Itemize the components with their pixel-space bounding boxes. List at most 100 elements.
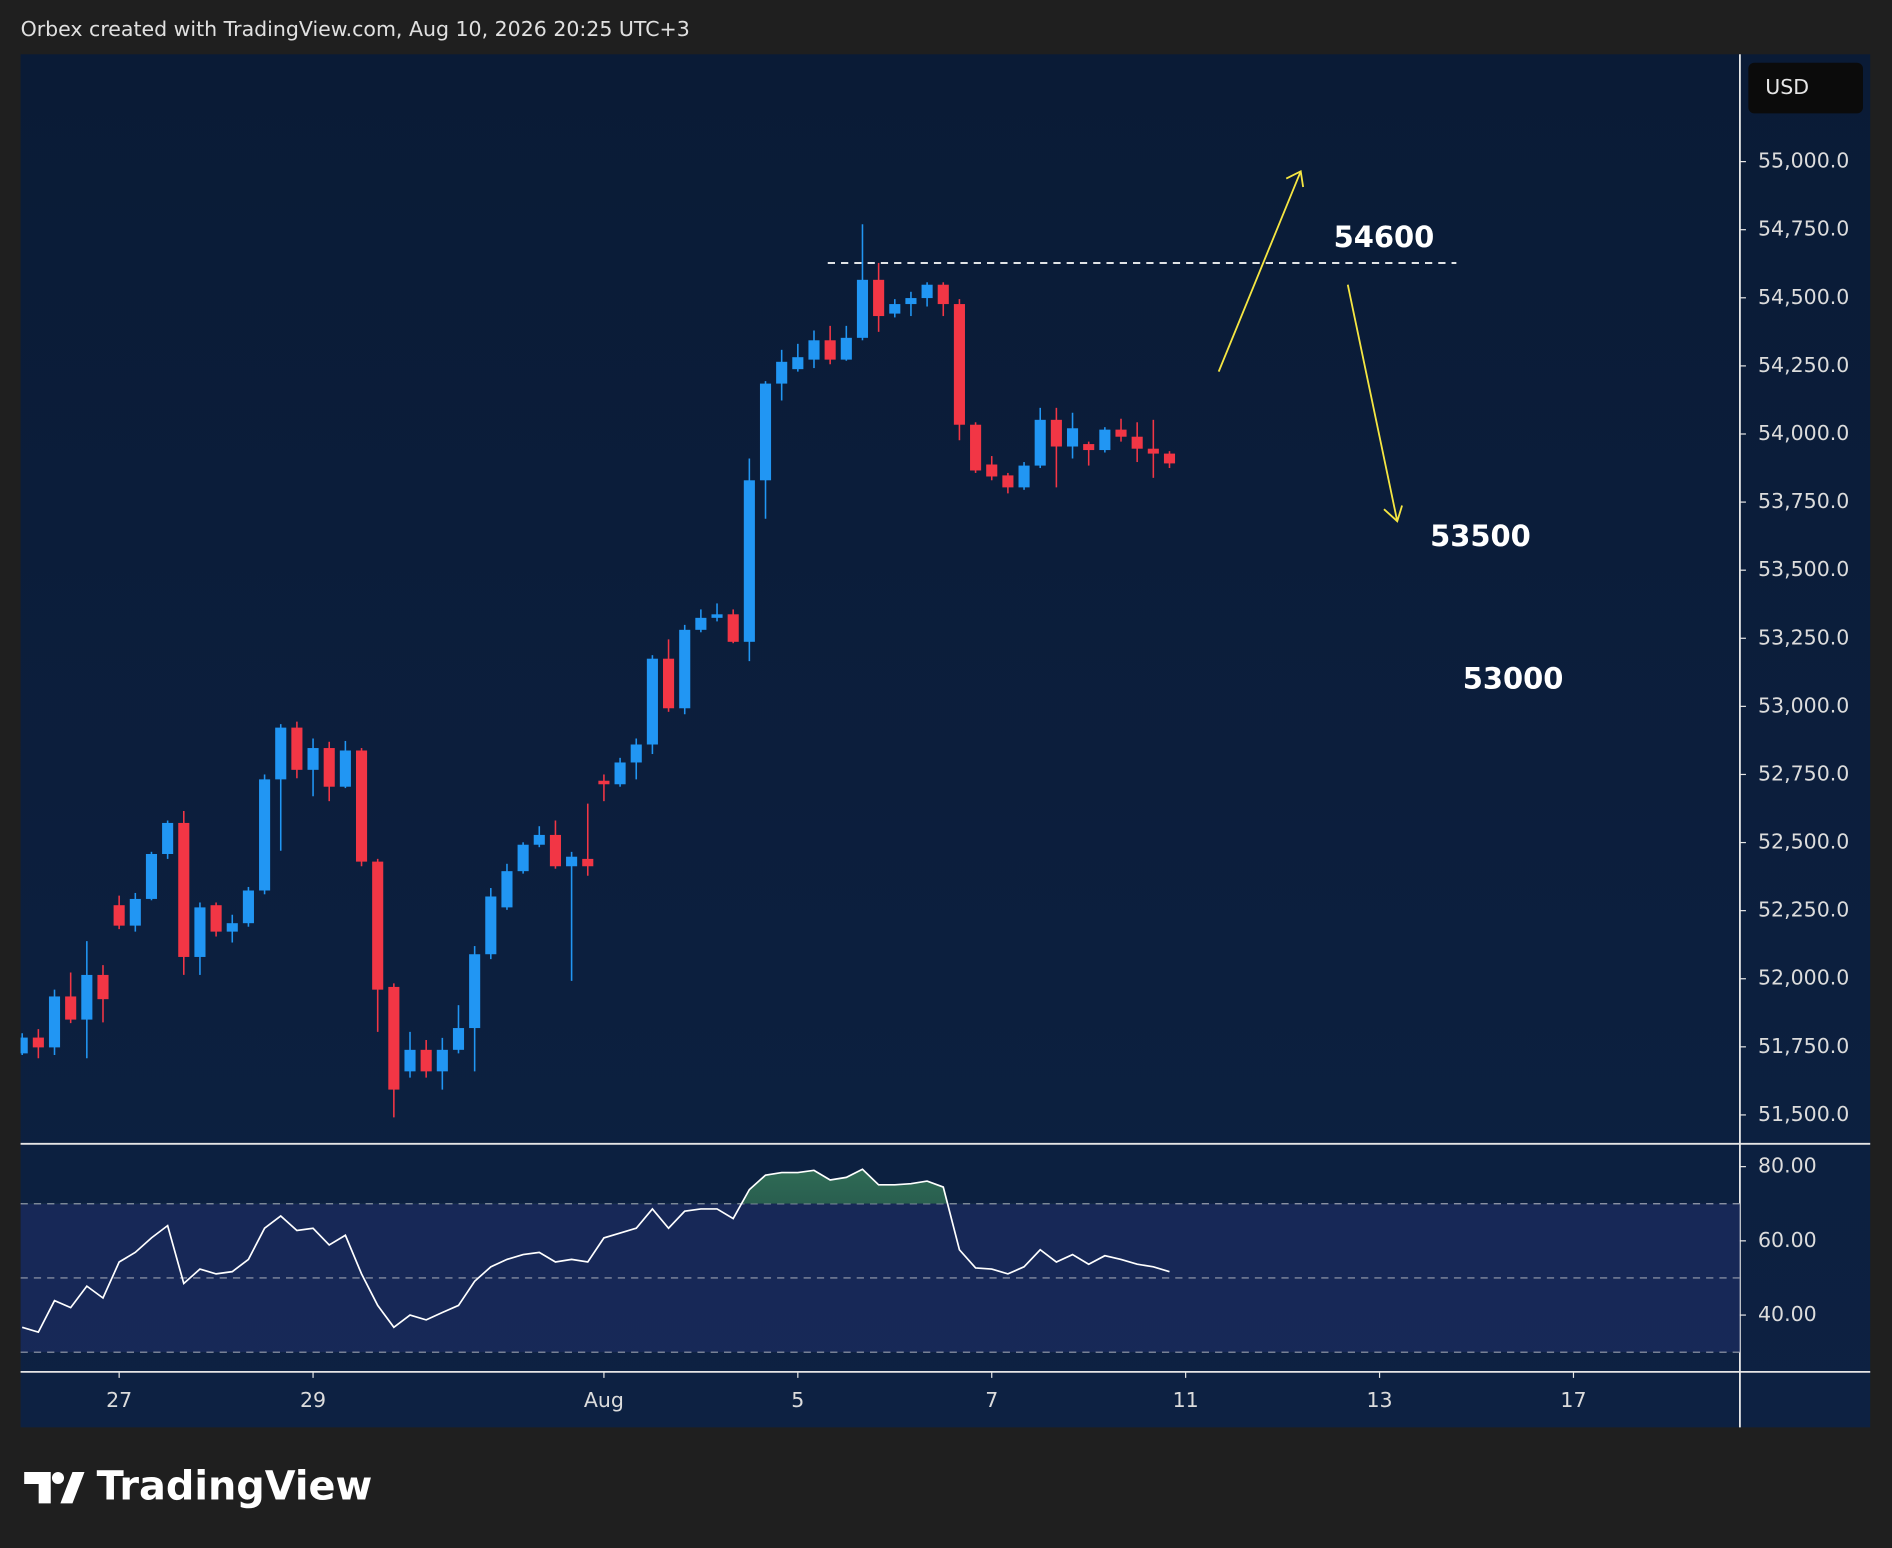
candle-body	[1083, 444, 1095, 451]
candle-body	[81, 974, 93, 1020]
y-tick-label: 51,750.0	[1758, 1034, 1849, 1058]
y-tick-label: 40.00	[1758, 1302, 1817, 1326]
candle-body	[549, 834, 561, 867]
y-tick-label: 53,250.0	[1758, 625, 1849, 649]
y-tick-label: 53,500.0	[1758, 557, 1849, 581]
candle-body	[307, 748, 319, 770]
candle-body	[889, 304, 901, 314]
y-tick-label: 51,500.0	[1758, 1102, 1849, 1126]
y-tick-label: 60.00	[1758, 1228, 1817, 1252]
candle-body	[178, 822, 190, 957]
candle-body	[1115, 429, 1127, 437]
overbought-fill	[741, 1169, 948, 1204]
candle-body	[840, 337, 852, 360]
currency-label[interactable]: USD	[1765, 75, 1809, 99]
logo-dot	[51, 1471, 65, 1485]
candle-body	[388, 986, 400, 1090]
x-tick-label: 11	[1173, 1388, 1199, 1412]
candle-body	[259, 779, 271, 891]
y-tick-label: 54,250.0	[1758, 353, 1849, 377]
candle-body	[1099, 429, 1111, 451]
candle-body	[404, 1049, 416, 1072]
candle-body	[65, 996, 77, 1020]
rsi-plot	[20, 1168, 1740, 1353]
candle-body	[226, 923, 238, 932]
candle-body	[614, 762, 626, 785]
candle-body	[1066, 428, 1079, 447]
arrow-head	[1285, 169, 1305, 188]
candle-body	[566, 856, 578, 867]
candle-body	[986, 464, 998, 477]
candle-body	[1018, 465, 1030, 488]
candle-body	[323, 748, 335, 787]
annotation-text: 53500	[1430, 519, 1531, 553]
y-tick-label: 54,750.0	[1758, 217, 1849, 241]
y-tick-label: 80.00	[1758, 1154, 1817, 1178]
y-tick-label: 54,000.0	[1758, 421, 1849, 445]
candle-body	[275, 727, 287, 780]
candle-body	[808, 340, 820, 360]
brand-name: TradingView	[97, 1463, 373, 1509]
candle-body	[1131, 436, 1143, 449]
candle-body	[452, 1028, 465, 1050]
candle-body	[517, 844, 529, 872]
currency-box[interactable]	[1748, 62, 1863, 114]
candle-body	[420, 1049, 432, 1072]
candle-body	[372, 861, 384, 990]
candle-body	[776, 361, 788, 384]
candle-body	[1147, 448, 1159, 454]
y-tick-label: 53,750.0	[1758, 489, 1849, 513]
candle-body	[873, 279, 885, 317]
x-tick-label: 5	[791, 1388, 804, 1412]
candle-body	[533, 834, 545, 845]
candle-body	[291, 727, 303, 770]
y-tick-label: 52,750.0	[1758, 761, 1849, 785]
candle-body	[727, 614, 739, 642]
candle-body	[129, 898, 141, 926]
candle-body	[1034, 419, 1046, 466]
candle-body	[679, 629, 691, 709]
candle-body	[145, 853, 158, 899]
annotations	[827, 169, 1457, 523]
candle-body	[1002, 475, 1014, 488]
y-tick-label: 52,000.0	[1758, 966, 1849, 990]
y-tick-label: 55,000.0	[1758, 149, 1849, 173]
header-text: Orbex created with TradingView.com, Aug …	[21, 17, 690, 41]
candle-body	[663, 658, 675, 709]
axes: 51,500.0 51,750.0 52,000.0 52,250.0 52,500.0…	[106, 149, 1849, 1412]
candle-body	[48, 996, 61, 1048]
candle-body	[921, 284, 933, 299]
candle-body	[501, 871, 513, 908]
candle-body	[759, 383, 772, 481]
price-plot	[20, 224, 1176, 1118]
candle-body	[743, 480, 755, 642]
candle-body	[953, 304, 965, 425]
rsi-line	[21, 1168, 1170, 1334]
candle-body	[339, 750, 351, 787]
x-tick-label: Aug	[584, 1388, 624, 1412]
candle-body	[469, 954, 481, 1029]
candle-body	[598, 780, 610, 785]
x-tick-label: 27	[106, 1388, 132, 1412]
candle-body	[113, 905, 125, 926]
x-tick-label: 13	[1367, 1388, 1393, 1412]
candle-body	[792, 357, 804, 370]
candle-body	[970, 424, 982, 471]
candle-body	[1050, 419, 1062, 447]
candle-body	[646, 658, 658, 745]
candle-body	[1163, 453, 1176, 464]
candle-body	[20, 1037, 28, 1054]
annotation-text: 53000	[1463, 661, 1564, 695]
candle-body	[242, 890, 254, 924]
candle-body	[937, 284, 949, 305]
candle-body	[856, 279, 869, 338]
y-tick-label: 52,250.0	[1758, 898, 1849, 922]
candle-body	[194, 907, 206, 957]
candle-body	[711, 614, 723, 618]
x-tick-label: 29	[300, 1388, 326, 1412]
arrow-down	[1346, 284, 1399, 522]
logo-icon	[24, 1471, 85, 1504]
candle-body	[32, 1037, 44, 1048]
